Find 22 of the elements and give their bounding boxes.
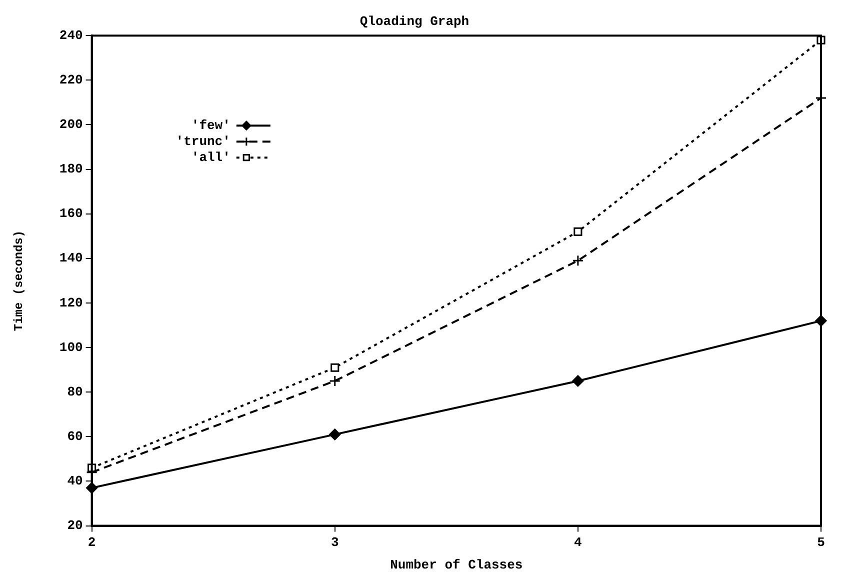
y-tick-label: 200 bbox=[59, 117, 83, 132]
y-tick-label: 140 bbox=[59, 250, 83, 266]
y-tick-label: 40 bbox=[67, 474, 83, 489]
chart-title: Qloading Graph bbox=[360, 14, 470, 30]
legend-label: 'few' bbox=[191, 118, 230, 133]
legend-label: 'all' bbox=[191, 150, 230, 165]
y-tick-label: 100 bbox=[59, 340, 83, 355]
y-tick-label: 160 bbox=[59, 206, 83, 222]
x-tick-label: 2 bbox=[88, 534, 96, 550]
x-axis-title: Number of Classes bbox=[390, 557, 523, 572]
x-tick-label: 4 bbox=[574, 534, 582, 550]
y-tick-label: 60 bbox=[67, 428, 83, 444]
y-tick-label: 180 bbox=[59, 162, 83, 177]
y-tick-label: 220 bbox=[59, 72, 83, 88]
y-tick-label: 120 bbox=[59, 295, 83, 310]
y-axis-title: Time (seconds) bbox=[12, 230, 26, 332]
x-tick-label: 5 bbox=[817, 534, 826, 550]
legend-label: 'trunc' bbox=[176, 134, 230, 149]
y-tick-label: 240 bbox=[59, 28, 83, 43]
y-tick-label: 20 bbox=[67, 518, 83, 534]
x-tick-label: 3 bbox=[330, 534, 339, 550]
y-tick-label: 80 bbox=[67, 384, 83, 400]
